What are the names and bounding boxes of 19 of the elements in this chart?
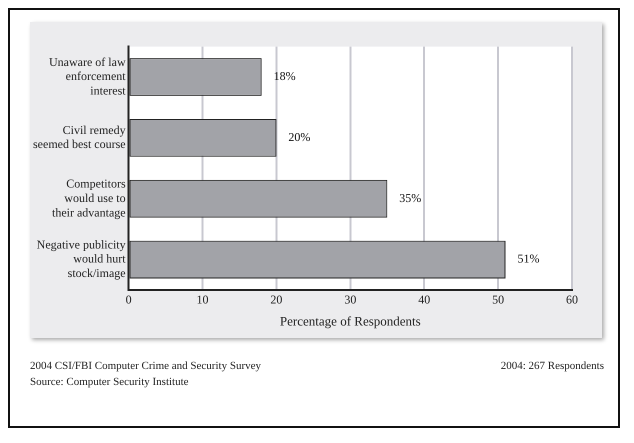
x-axis-title: Percentage of Respondents	[280, 314, 421, 329]
x-tick-label: 10	[196, 292, 209, 306]
source-note: Source: Computer Security Institute	[30, 376, 189, 388]
x-tick-label: 20	[270, 292, 282, 306]
y-tick-label: Civil remedy seemed best course	[32, 122, 126, 152]
y-tick-label: Unaware of law enforcement interest	[48, 54, 126, 98]
x-tick-label: 60	[566, 292, 578, 306]
data-label: 20%	[288, 130, 310, 144]
text: 2004 CSI/FBI Computer Crime and Security Survey	[30, 360, 261, 372]
y-tick-label: Negative publicity would hurt stock/image	[36, 237, 126, 280]
data-label: 18%	[274, 69, 296, 84]
x-tick-label: 40	[418, 292, 430, 306]
x-tick-label: 0	[126, 292, 132, 306]
text: 2004: 267 Respondents	[500, 360, 604, 372]
data-label: 35%	[399, 190, 422, 205]
data-label: 51%	[517, 252, 540, 266]
x-tick-label: 50	[492, 292, 504, 306]
y-tick-label: Competitors would use to their advantage	[52, 176, 126, 220]
x-tick-label: 30	[344, 292, 356, 306]
